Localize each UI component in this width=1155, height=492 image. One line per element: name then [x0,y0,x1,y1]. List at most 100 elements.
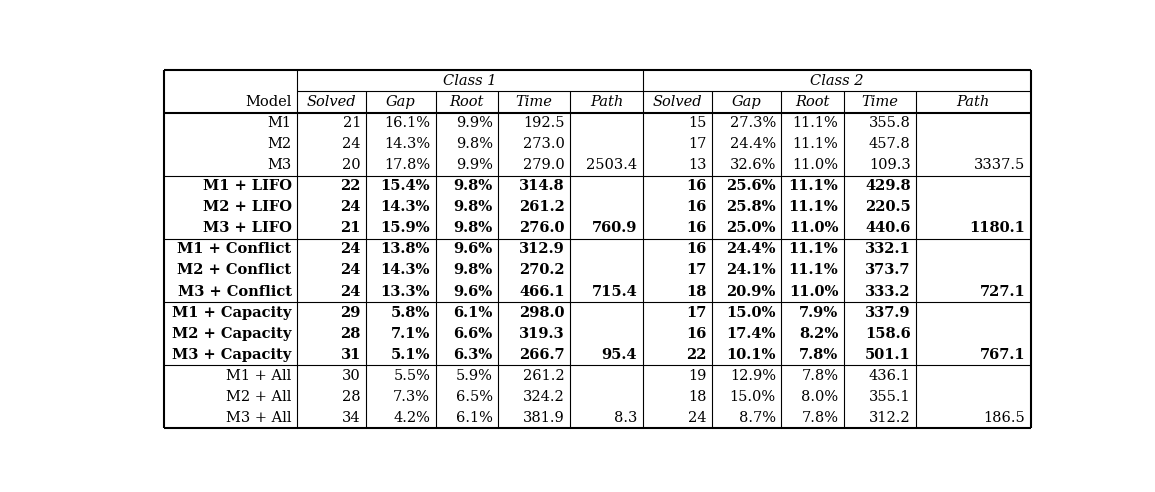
Text: 7.1%: 7.1% [390,327,430,340]
Text: M2 + Capacity: M2 + Capacity [172,327,291,340]
Text: 7.3%: 7.3% [393,390,430,404]
Text: 319.3: 319.3 [520,327,565,340]
Text: 20: 20 [342,158,360,172]
Text: 21: 21 [341,221,360,235]
Text: M2: M2 [268,137,291,151]
Text: Root: Root [449,95,484,109]
Text: 314.8: 314.8 [520,179,565,193]
Text: M1 + LIFO: M1 + LIFO [202,179,291,193]
Text: Gap: Gap [731,95,761,109]
Text: 20.9%: 20.9% [726,284,776,299]
Text: 32.6%: 32.6% [730,158,776,172]
Text: 9.6%: 9.6% [454,243,493,256]
Text: 457.8: 457.8 [869,137,910,151]
Text: 6.5%: 6.5% [456,390,493,404]
Text: M3 + Capacity: M3 + Capacity [172,348,291,362]
Text: 466.1: 466.1 [520,284,565,299]
Text: 355.8: 355.8 [869,116,910,130]
Text: Root: Root [796,95,829,109]
Text: 5.9%: 5.9% [456,369,493,383]
Text: M3 + LIFO: M3 + LIFO [202,221,291,235]
Text: 5.5%: 5.5% [394,369,430,383]
Text: 11.1%: 11.1% [789,264,839,277]
Text: 270.2: 270.2 [520,264,565,277]
Text: 186.5: 186.5 [983,411,1026,425]
Text: 381.9: 381.9 [523,411,565,425]
Text: 10.1%: 10.1% [726,348,776,362]
Text: 24: 24 [341,264,360,277]
Text: M2 + LIFO: M2 + LIFO [202,200,291,215]
Text: 9.8%: 9.8% [454,200,493,215]
Text: 767.1: 767.1 [979,348,1026,362]
Text: 9.8%: 9.8% [454,179,493,193]
Text: 16: 16 [686,243,707,256]
Text: 13.8%: 13.8% [381,243,430,256]
Text: Time: Time [862,95,899,109]
Text: M1 + Capacity: M1 + Capacity [172,306,291,320]
Text: 220.5: 220.5 [865,200,910,215]
Text: 7.8%: 7.8% [802,411,839,425]
Text: 266.7: 266.7 [520,348,565,362]
Text: 312.9: 312.9 [520,243,565,256]
Text: 261.2: 261.2 [523,369,565,383]
Text: 9.9%: 9.9% [456,116,493,130]
Text: 7.8%: 7.8% [802,369,839,383]
Text: M3: M3 [267,158,291,172]
Text: 11.1%: 11.1% [789,179,839,193]
Text: 727.1: 727.1 [979,284,1026,299]
Text: 17: 17 [688,137,707,151]
Text: 25.6%: 25.6% [726,179,776,193]
Text: 332.1: 332.1 [865,243,910,256]
Text: 95.4: 95.4 [602,348,638,362]
Text: 28: 28 [341,327,360,340]
Text: Gap: Gap [386,95,416,109]
Text: 24.4%: 24.4% [730,137,776,151]
Text: 14.3%: 14.3% [381,264,430,277]
Text: 15: 15 [688,116,707,130]
Text: 5.1%: 5.1% [390,348,430,362]
Text: 11.1%: 11.1% [792,116,839,130]
Text: 31: 31 [341,348,360,362]
Text: 13: 13 [688,158,707,172]
Text: 324.2: 324.2 [523,390,565,404]
Text: 373.7: 373.7 [865,264,910,277]
Text: 4.2%: 4.2% [394,411,430,425]
Text: M3 + Conflict: M3 + Conflict [178,284,291,299]
Text: 2503.4: 2503.4 [586,158,638,172]
Text: 312.2: 312.2 [869,411,910,425]
Text: 21: 21 [343,116,360,130]
Text: 14.3%: 14.3% [381,200,430,215]
Text: 8.0%: 8.0% [802,390,839,404]
Text: 337.9: 337.9 [865,306,910,320]
Text: M1: M1 [268,116,291,130]
Text: 109.3: 109.3 [869,158,910,172]
Text: 7.9%: 7.9% [799,306,839,320]
Text: 333.2: 333.2 [865,284,910,299]
Text: 8.3: 8.3 [613,411,638,425]
Text: 13.3%: 13.3% [381,284,430,299]
Text: 715.4: 715.4 [591,284,638,299]
Text: 11.0%: 11.0% [789,284,839,299]
Text: 29: 29 [341,306,360,320]
Text: 11.0%: 11.0% [789,221,839,235]
Text: 17: 17 [686,306,707,320]
Text: 15.4%: 15.4% [380,179,430,193]
Text: 9.8%: 9.8% [454,221,493,235]
Text: 16: 16 [686,221,707,235]
Text: 24: 24 [341,200,360,215]
Text: 355.1: 355.1 [869,390,910,404]
Text: M3 + All: M3 + All [226,411,291,425]
Text: 15.0%: 15.0% [730,390,776,404]
Text: 8.2%: 8.2% [799,327,839,340]
Text: 15.9%: 15.9% [380,221,430,235]
Text: 12.9%: 12.9% [730,369,776,383]
Text: M1 + All: M1 + All [226,369,291,383]
Text: 24: 24 [688,411,707,425]
Text: 273.0: 273.0 [523,137,565,151]
Text: 158.6: 158.6 [865,327,910,340]
Text: 760.9: 760.9 [591,221,638,235]
Text: M2 + All: M2 + All [226,390,291,404]
Text: 6.3%: 6.3% [454,348,493,362]
Text: 9.8%: 9.8% [456,137,493,151]
Text: 276.0: 276.0 [520,221,565,235]
